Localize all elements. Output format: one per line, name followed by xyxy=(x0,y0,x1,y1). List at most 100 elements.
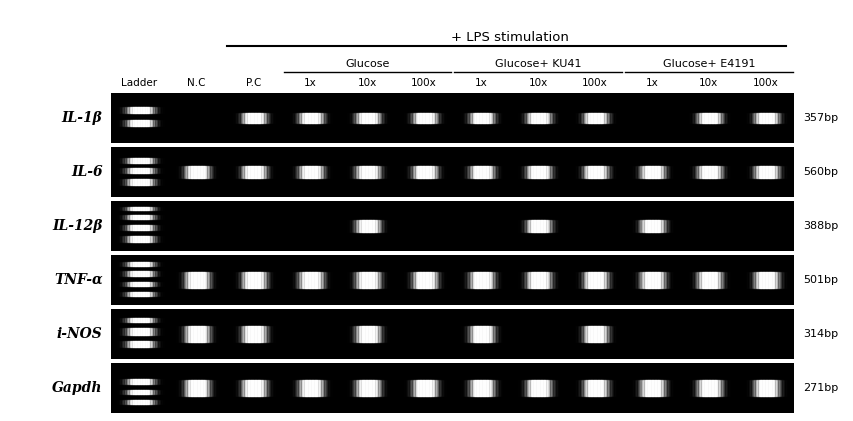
Bar xyxy=(442,381,444,396)
Bar xyxy=(159,207,160,210)
Bar xyxy=(149,120,151,126)
Bar xyxy=(151,282,152,286)
Bar xyxy=(548,272,550,288)
Bar xyxy=(540,272,542,288)
Bar xyxy=(365,272,367,288)
Bar xyxy=(111,309,793,360)
Bar xyxy=(371,326,373,342)
Bar xyxy=(236,166,237,178)
Bar xyxy=(633,220,634,232)
Bar xyxy=(374,326,375,342)
Bar xyxy=(136,179,137,185)
Bar xyxy=(128,318,130,322)
Bar xyxy=(155,341,157,347)
Bar xyxy=(154,389,155,394)
Bar xyxy=(762,166,763,178)
Bar xyxy=(148,207,149,210)
Bar xyxy=(146,292,148,296)
Bar xyxy=(770,113,772,123)
Bar xyxy=(162,158,164,163)
Bar xyxy=(473,326,475,342)
Bar xyxy=(761,113,762,123)
Bar xyxy=(593,326,595,342)
Bar xyxy=(604,381,606,396)
Bar xyxy=(144,225,146,229)
Bar xyxy=(597,113,599,123)
Bar xyxy=(117,107,119,113)
Bar xyxy=(533,113,535,123)
Bar xyxy=(155,379,157,384)
Bar xyxy=(706,166,708,178)
Bar xyxy=(723,113,725,123)
Bar xyxy=(595,272,597,288)
Bar xyxy=(328,272,330,288)
Bar xyxy=(236,113,237,123)
Bar xyxy=(119,272,120,276)
Bar xyxy=(577,166,578,178)
Bar xyxy=(356,272,357,288)
Bar xyxy=(591,326,593,342)
Bar xyxy=(704,272,705,288)
Bar xyxy=(126,120,128,126)
Bar xyxy=(130,282,131,286)
Bar xyxy=(769,166,770,178)
Bar xyxy=(189,381,190,396)
Bar xyxy=(160,215,162,219)
Bar xyxy=(386,272,388,288)
Bar xyxy=(296,381,297,396)
Bar xyxy=(535,166,536,178)
Bar xyxy=(469,326,471,342)
Bar xyxy=(313,381,314,396)
Bar xyxy=(493,166,495,178)
Bar xyxy=(459,166,461,178)
Bar xyxy=(635,166,637,178)
Bar xyxy=(663,272,664,288)
Bar xyxy=(380,272,381,288)
Bar xyxy=(350,381,351,396)
Bar xyxy=(722,272,723,288)
Bar xyxy=(190,326,192,342)
Bar xyxy=(152,236,154,242)
Bar xyxy=(485,272,486,288)
Bar xyxy=(347,272,348,288)
Bar xyxy=(157,328,159,335)
Bar xyxy=(590,381,591,396)
Bar xyxy=(493,113,495,123)
Bar xyxy=(135,328,136,335)
Bar xyxy=(544,272,546,288)
Bar xyxy=(154,341,155,347)
Bar xyxy=(527,113,529,123)
Bar xyxy=(757,381,759,396)
Bar xyxy=(415,381,416,396)
Bar xyxy=(252,381,253,396)
Bar xyxy=(702,272,704,288)
Bar xyxy=(693,381,695,396)
Bar xyxy=(117,272,119,276)
Bar xyxy=(363,220,364,232)
Bar xyxy=(151,158,152,163)
Bar xyxy=(770,166,772,178)
Bar xyxy=(126,215,128,219)
Bar xyxy=(253,272,254,288)
Bar xyxy=(368,113,369,123)
Bar xyxy=(148,120,149,126)
Bar xyxy=(131,400,133,404)
Bar xyxy=(352,381,354,396)
Bar xyxy=(428,166,429,178)
Bar xyxy=(493,272,495,288)
Bar xyxy=(719,272,721,288)
Bar xyxy=(646,381,647,396)
Text: 10x: 10x xyxy=(528,78,547,88)
Bar xyxy=(115,236,117,242)
Bar xyxy=(160,107,162,113)
Bar xyxy=(380,381,381,396)
Bar xyxy=(149,179,151,185)
Bar xyxy=(131,225,133,229)
Bar xyxy=(215,166,216,178)
Bar xyxy=(746,166,748,178)
Bar xyxy=(179,326,181,342)
Bar xyxy=(186,166,188,178)
Bar xyxy=(607,326,608,342)
Bar xyxy=(269,113,270,123)
Bar xyxy=(647,381,648,396)
